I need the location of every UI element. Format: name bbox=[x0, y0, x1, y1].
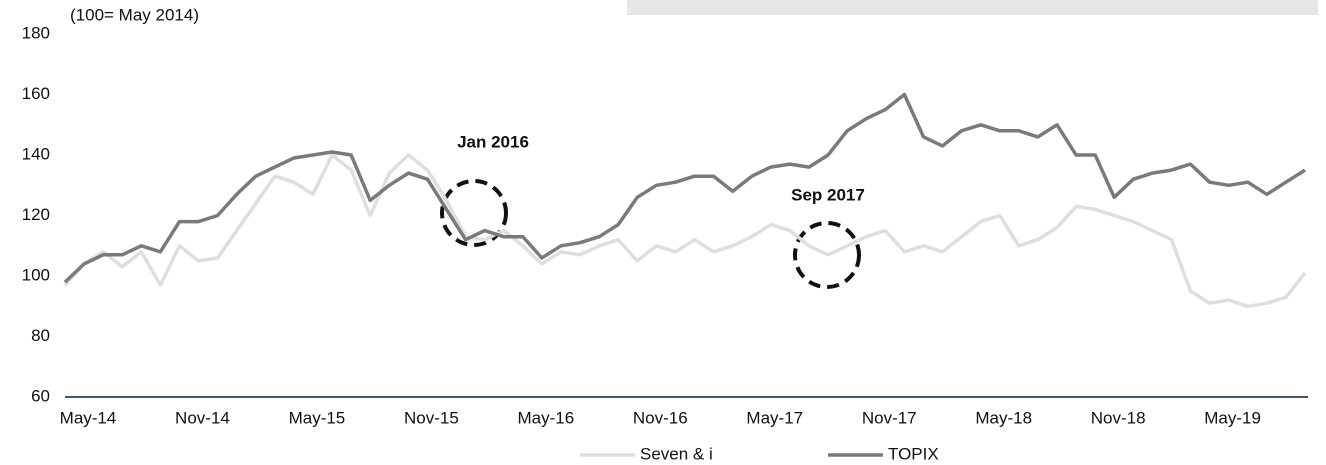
x-tick-label: May-16 bbox=[518, 408, 575, 427]
x-tick-label: Nov-18 bbox=[1091, 408, 1146, 427]
y-tick-label: 80 bbox=[31, 326, 50, 345]
y-tick-label: 160 bbox=[22, 84, 50, 103]
x-tick-label: May-15 bbox=[289, 408, 346, 427]
y-tick-label: 140 bbox=[22, 144, 50, 163]
x-tick-label: Nov-14 bbox=[175, 408, 230, 427]
x-tick-label: Nov-17 bbox=[862, 408, 917, 427]
y-tick-label: 180 bbox=[22, 23, 50, 42]
x-tick-label: May-18 bbox=[975, 408, 1032, 427]
legend-label: TOPIX bbox=[888, 444, 939, 463]
header-band bbox=[627, 0, 1318, 15]
series-line bbox=[63, 92, 1306, 284]
annotation: Jan 2016 bbox=[457, 132, 529, 151]
x-tick-label: May-14 bbox=[60, 408, 117, 427]
x-tick-label: May-19 bbox=[1204, 408, 1261, 427]
x-tick-label: May-17 bbox=[746, 408, 803, 427]
series-line bbox=[63, 153, 1307, 309]
y-tick-label: 60 bbox=[31, 386, 50, 405]
chart-subtitle: (100= May 2014) bbox=[70, 5, 199, 24]
annotation: Sep 2017 bbox=[791, 185, 865, 204]
highlight-circle bbox=[793, 221, 861, 289]
x-tick-label: Nov-15 bbox=[404, 408, 459, 427]
y-tick-label: 100 bbox=[22, 265, 50, 284]
legend-label: Seven & i bbox=[640, 444, 713, 463]
x-tick-label: Nov-16 bbox=[633, 408, 688, 427]
highlight-circle bbox=[440, 179, 508, 247]
y-tick-label: 120 bbox=[22, 205, 50, 224]
